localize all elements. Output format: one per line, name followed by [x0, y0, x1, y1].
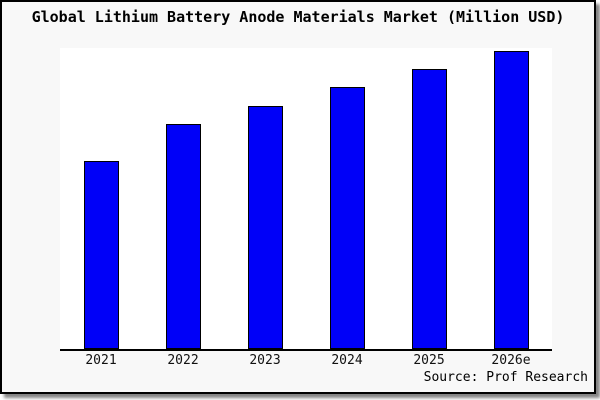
x-axis-labels: 2021 2022 2023 2024 2025 2026e: [60, 353, 552, 368]
bars-container: [60, 48, 552, 349]
plot-area: [60, 48, 552, 351]
x-tick-label-2026e: 2026e: [491, 353, 531, 368]
bar-2023: [247, 106, 283, 349]
bar-2026e: [493, 50, 529, 349]
bar-2022: [165, 124, 201, 349]
chart-title: Global Lithium Battery Anode Materials M…: [31, 8, 565, 26]
bar-2021: [83, 161, 119, 349]
chart-frame: Global Lithium Battery Anode Materials M…: [0, 0, 596, 394]
x-tick-label-2022: 2022: [167, 353, 199, 368]
source-label: Source: Prof Research: [423, 370, 588, 385]
x-tick-label-2024: 2024: [331, 353, 363, 368]
bar-2025: [411, 68, 447, 349]
x-tick-label-2021: 2021: [85, 353, 117, 368]
x-tick-label-2023: 2023: [249, 353, 281, 368]
bar-2024: [329, 86, 365, 349]
x-tick-label-2025: 2025: [413, 353, 445, 368]
